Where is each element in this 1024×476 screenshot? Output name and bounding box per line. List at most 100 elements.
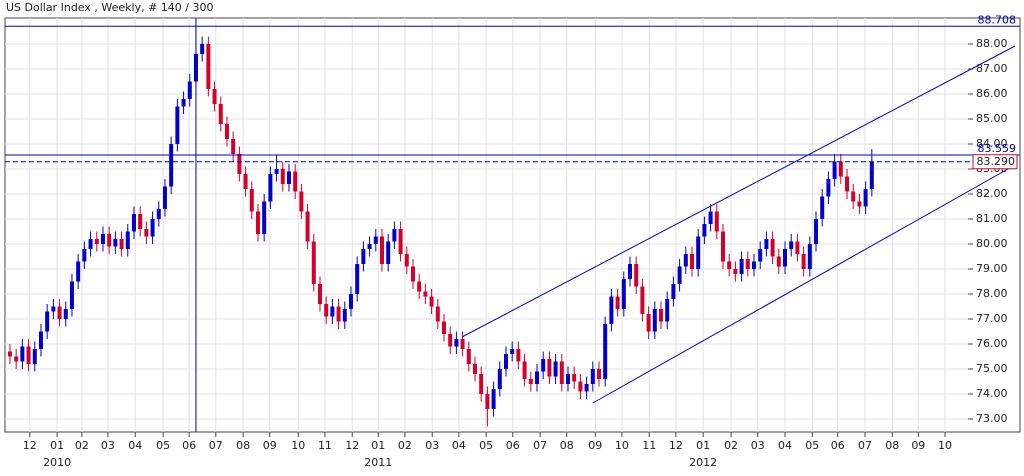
candle-body xyxy=(175,106,180,144)
candle-body xyxy=(671,284,676,299)
candle-body xyxy=(832,161,837,179)
x-tick-label: 01 xyxy=(371,439,385,452)
y-tick-label: 87.00 xyxy=(976,62,1008,75)
candle-body xyxy=(559,361,564,384)
candle-body xyxy=(76,261,81,282)
candle-body xyxy=(107,234,112,247)
year-label: 2012 xyxy=(689,456,717,469)
candle-body xyxy=(615,296,620,309)
x-tick-label: 02 xyxy=(398,439,412,452)
candle-body xyxy=(224,124,229,139)
candle-body xyxy=(541,359,546,372)
candle-body xyxy=(733,269,738,274)
candle-body xyxy=(404,254,409,267)
candle-body xyxy=(38,331,43,349)
x-tick-label: 06 xyxy=(831,439,845,452)
candle-body xyxy=(807,244,812,269)
y-tick-label: 81.00 xyxy=(976,212,1008,225)
candle-body xyxy=(150,219,155,237)
candle-body xyxy=(280,169,285,184)
candle-body xyxy=(45,311,50,332)
candle-body xyxy=(572,374,577,382)
candle-body xyxy=(460,339,465,349)
candle-body xyxy=(472,364,477,374)
candle-body xyxy=(789,241,794,249)
candle-body xyxy=(727,261,732,269)
candle-body xyxy=(845,176,850,192)
candle-body xyxy=(429,296,434,307)
candle-body xyxy=(82,249,87,262)
trend-line xyxy=(592,164,1016,404)
candle-body xyxy=(503,354,508,369)
candle-body xyxy=(708,211,713,224)
candle-body xyxy=(51,306,56,312)
candle-body xyxy=(243,174,248,189)
candle-body xyxy=(683,254,688,267)
candle-body xyxy=(814,219,819,244)
candle-body xyxy=(212,89,217,104)
x-tick-label: 02 xyxy=(75,439,89,452)
candle-body xyxy=(485,394,490,409)
x-tick-label: 05 xyxy=(156,439,170,452)
candle-body xyxy=(801,254,806,269)
candle-body xyxy=(32,349,37,364)
candle-body xyxy=(435,306,440,322)
candle-body xyxy=(69,281,74,309)
x-tick-label: 10 xyxy=(291,439,305,452)
x-tick-label: 09 xyxy=(911,439,925,452)
candle-body xyxy=(534,371,539,384)
y-tick-label: 80.00 xyxy=(976,237,1008,250)
candle-body xyxy=(231,139,236,154)
x-tick-label: 05 xyxy=(479,439,493,452)
x-tick-label: 12 xyxy=(669,439,683,452)
candle-body xyxy=(721,231,726,262)
x-tick-label: 08 xyxy=(885,439,899,452)
candle-body xyxy=(838,161,843,177)
candle-body xyxy=(658,309,663,322)
candle-body xyxy=(324,304,329,317)
candle-body xyxy=(373,236,378,244)
last-price-box xyxy=(972,154,1018,170)
candle-body xyxy=(454,339,459,347)
x-tick-label: 04 xyxy=(128,439,142,452)
candle-body xyxy=(863,189,868,207)
x-tick-label: 04 xyxy=(452,439,466,452)
candle-body xyxy=(125,231,130,249)
candle-body xyxy=(286,171,291,184)
candle-body xyxy=(305,211,310,242)
candle-body xyxy=(522,361,527,379)
x-tick-label: 10 xyxy=(615,439,629,452)
candle-body xyxy=(113,239,118,247)
candle-body xyxy=(100,234,105,244)
y-tick-label: 84.00 xyxy=(976,137,1008,150)
candle-body xyxy=(448,334,453,347)
x-tick-label: 10 xyxy=(938,439,952,452)
candle-body xyxy=(410,266,415,282)
candle-body xyxy=(466,349,471,364)
candle-body xyxy=(88,239,93,249)
candle-body xyxy=(299,191,304,212)
candle-body xyxy=(311,241,316,284)
x-tick-label: 03 xyxy=(425,439,439,452)
level-label: 83.559 xyxy=(978,142,1017,155)
candle-body xyxy=(776,256,781,267)
x-tick-label: 09 xyxy=(263,439,277,452)
candle-body xyxy=(690,254,695,269)
x-tick-label: 01 xyxy=(696,439,710,452)
candle-body xyxy=(702,224,707,237)
candle-body xyxy=(361,249,366,264)
candle-body xyxy=(379,236,384,264)
candle-body xyxy=(820,196,825,219)
candle-body xyxy=(348,294,353,309)
candle-body xyxy=(739,259,744,274)
candle-body xyxy=(578,381,583,392)
y-tick-label: 78.00 xyxy=(976,287,1008,300)
candle-body xyxy=(57,306,62,319)
year-label: 2010 xyxy=(43,456,71,469)
x-tick-label: 05 xyxy=(805,439,819,452)
candle-body xyxy=(603,324,608,379)
candle-body xyxy=(652,309,657,332)
